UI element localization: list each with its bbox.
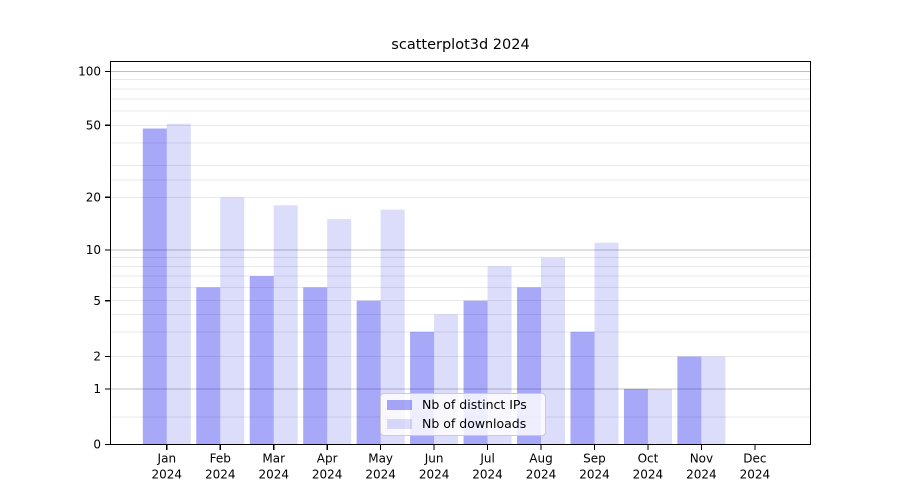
y-axis-tick-label: 10 (86, 243, 101, 257)
bar-downloads-apr (327, 219, 352, 445)
x-axis-month-label: Aug (529, 452, 552, 466)
x-axis-month-label: Sep (583, 452, 606, 466)
x-axis-month-label: Apr (317, 452, 338, 466)
bar-downloads-nov (701, 356, 726, 445)
bar-downloads-oct (647, 389, 672, 445)
x-axis-year-label: 2024 (419, 468, 450, 482)
y-axis-tick-label: 20 (86, 191, 101, 205)
plot-frame (110, 61, 812, 445)
x-axis-month-label: Dec (743, 452, 766, 466)
bar-downloads-mar (273, 205, 298, 445)
legend-swatch-downloads-icon (387, 419, 412, 429)
x-axis-year-label: 2024 (579, 468, 610, 482)
bar-distinct-ips-oct (623, 389, 648, 445)
x-axis-month-label: Feb (210, 452, 231, 466)
legend: Nb of distinct IPs Nb of downloads (380, 393, 546, 436)
legend-label-distinct-ips: Nb of distinct IPs (422, 397, 527, 412)
y-axis-tick-label: 50 (86, 119, 101, 133)
y-axis-tick-label: 0 (93, 438, 101, 452)
y-axis-tick-label: 1 (93, 382, 101, 396)
bar-distinct-ips-feb (196, 287, 221, 445)
legend-swatch-distinct-ips-icon (387, 400, 412, 410)
bar-distinct-ips-nov (677, 356, 702, 445)
x-axis-year-label: 2024 (686, 468, 717, 482)
y-axis-tick-label: 2 (93, 350, 101, 364)
bar-downloads-jan (166, 123, 191, 445)
x-axis-year-label: 2024 (152, 468, 183, 482)
x-axis-month-label: Jun (424, 452, 444, 466)
x-axis-year-label: 2024 (258, 468, 289, 482)
x-axis-month-label: Mar (262, 452, 285, 466)
x-axis-month-label: May (368, 452, 393, 466)
bar-downloads-feb (220, 197, 245, 445)
legend-entry-distinct-ips: Nb of distinct IPs (387, 396, 539, 414)
bar-distinct-ips-may (356, 300, 381, 445)
x-axis-month-label: Oct (638, 452, 659, 466)
bar-distinct-ips-mar (249, 276, 274, 445)
bar-downloads-sep (594, 242, 619, 445)
x-axis-month-label: Jan (157, 452, 177, 466)
y-axis-tick-label: 5 (93, 294, 101, 308)
bar-distinct-ips-jan (142, 128, 167, 445)
x-axis-year-label: 2024 (472, 468, 503, 482)
y-axis-tick-label: 100 (78, 65, 101, 79)
bar-distinct-ips-sep (570, 331, 595, 445)
chart-title: scatterplot3d 2024 (391, 37, 530, 53)
x-axis-year-label: 2024 (526, 468, 557, 482)
bar-distinct-ips-apr (303, 287, 328, 445)
x-axis-month-label: Jul (479, 452, 494, 466)
legend-entry-downloads: Nb of downloads (387, 415, 539, 433)
x-axis-year-label: 2024 (205, 468, 236, 482)
x-axis-year-label: 2024 (312, 468, 343, 482)
legend-label-downloads: Nb of downloads (422, 416, 527, 431)
x-axis-year-label: 2024 (365, 468, 396, 482)
x-axis-month-label: Nov (690, 452, 713, 466)
x-axis-year-label: 2024 (740, 468, 771, 482)
x-axis-year-label: 2024 (633, 468, 664, 482)
